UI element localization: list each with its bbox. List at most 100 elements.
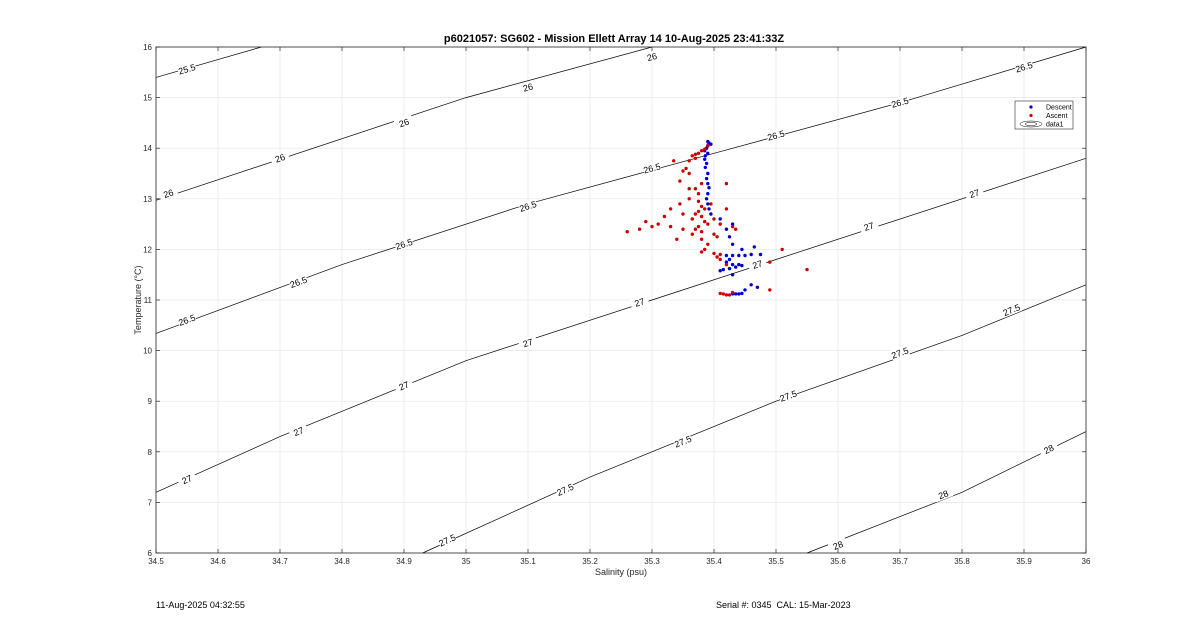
contour-label-group: 27 bbox=[393, 377, 415, 394]
contour-label: 28 bbox=[832, 539, 845, 552]
ascent-point bbox=[678, 179, 682, 183]
ascent-point bbox=[706, 242, 710, 246]
ascent-point bbox=[699, 181, 704, 186]
x-tick-label: 34.7 bbox=[272, 557, 288, 566]
descent-point bbox=[758, 252, 763, 257]
contour-label-group: 27 bbox=[629, 294, 650, 310]
descent-point bbox=[706, 181, 710, 186]
contour-label-group: 26.5 bbox=[641, 160, 662, 176]
contour-label-group: 27 bbox=[858, 218, 879, 234]
contour-label-bg bbox=[517, 198, 538, 214]
chart-title: p6021057: SG602 - Mission Ellett Array 1… bbox=[444, 33, 784, 45]
ascent-point bbox=[727, 293, 732, 297]
ascent-point bbox=[693, 152, 698, 156]
data-points bbox=[625, 139, 809, 297]
contour-label-group: 26.5 bbox=[889, 95, 910, 110]
ascent-point bbox=[693, 156, 698, 160]
contour-label-group: 26 bbox=[641, 49, 662, 64]
grid-lines bbox=[155, 46, 1087, 554]
descent-point bbox=[727, 266, 732, 271]
x-tick-label: 35.6 bbox=[830, 557, 846, 566]
contour-label-group: 27 bbox=[176, 470, 198, 488]
contour-label-bg bbox=[964, 185, 985, 201]
contour-label-group: 27 bbox=[288, 423, 309, 440]
x-tick-label: 34.5 bbox=[148, 557, 164, 566]
x-tick-label: 34.6 bbox=[210, 557, 226, 566]
ascent-point bbox=[690, 232, 694, 236]
descent-point bbox=[740, 291, 744, 296]
descent-point bbox=[706, 192, 710, 196]
descent-point bbox=[734, 265, 738, 269]
descent-point bbox=[740, 263, 744, 268]
contour-label-bg bbox=[889, 95, 910, 110]
contour-label-bg bbox=[641, 49, 662, 64]
contour-label-bg bbox=[747, 256, 768, 272]
contour-label: 27 bbox=[863, 220, 876, 233]
x-tick-label: 35 bbox=[462, 557, 471, 566]
ascent-point bbox=[724, 293, 729, 297]
ascent-point bbox=[699, 237, 704, 241]
y-tick-label: 12 bbox=[143, 245, 152, 254]
ascent-point bbox=[668, 207, 673, 211]
ascent-point bbox=[706, 222, 710, 226]
descent-point bbox=[730, 273, 735, 277]
contour-label-bg bbox=[176, 61, 197, 77]
contour-label-group: 26.5 bbox=[288, 274, 309, 290]
contour-label-group: 26 bbox=[393, 114, 414, 130]
ascent-point bbox=[718, 257, 722, 262]
y-axis-ticks: 6 7 8 9 10 11 12 13 14 15 16 bbox=[143, 43, 1086, 558]
descent-point bbox=[709, 212, 713, 216]
ascent-point bbox=[690, 154, 694, 158]
descent-point bbox=[724, 253, 729, 258]
legend-box bbox=[1014, 100, 1074, 130]
y-tick-label: 14 bbox=[143, 144, 152, 153]
descent-point bbox=[737, 253, 741, 258]
ascent-legend-marker bbox=[1029, 113, 1033, 118]
descent-point bbox=[718, 269, 722, 273]
ascent-point bbox=[687, 159, 691, 163]
footer-timestamp: 11-Aug-2025 04:32:55 bbox=[156, 600, 245, 610]
contour-label-bg bbox=[176, 470, 198, 488]
ascent-point bbox=[724, 181, 729, 186]
data1-legend-marker bbox=[1019, 120, 1043, 128]
descent-point bbox=[706, 171, 710, 176]
contour-label: 26.5 bbox=[1014, 60, 1034, 75]
ascent-point bbox=[699, 149, 704, 153]
descent-point bbox=[704, 176, 709, 181]
descent-legend-label: Descent bbox=[1046, 105, 1072, 112]
contour-label: 26.5 bbox=[766, 128, 786, 142]
y-tick-label: 10 bbox=[143, 347, 152, 356]
contour-label-bg bbox=[517, 334, 538, 351]
contour-label: 26 bbox=[274, 152, 287, 165]
x-tick-label: 35.4 bbox=[706, 557, 722, 566]
descent-point bbox=[704, 161, 709, 166]
ascent-point bbox=[724, 207, 729, 211]
ascent-point bbox=[678, 202, 682, 206]
contour-label: 26.5 bbox=[289, 275, 309, 290]
ascent-point bbox=[696, 209, 701, 214]
contour-label: 28 bbox=[937, 488, 950, 501]
descent-point bbox=[706, 151, 710, 155]
contour-label: 27 bbox=[292, 425, 305, 438]
descent-point bbox=[749, 283, 753, 287]
data1-legend-label: data1 bbox=[1046, 122, 1064, 129]
contour-label-bg bbox=[1001, 301, 1022, 318]
ascent-point bbox=[715, 235, 719, 239]
contour-label-group: 26 bbox=[158, 185, 179, 201]
descent-point bbox=[707, 207, 711, 211]
contour-label: 27 bbox=[180, 473, 193, 486]
ascent-point bbox=[696, 199, 701, 203]
contour-label-group: 27 bbox=[747, 256, 768, 272]
ascent-point bbox=[734, 227, 738, 231]
ascent-point bbox=[718, 291, 722, 296]
contour-label-group: 26.5 bbox=[765, 127, 786, 143]
descent-point bbox=[743, 253, 747, 258]
ascent-point bbox=[681, 212, 685, 216]
ascent-point bbox=[703, 147, 707, 151]
contour-label-group: 25.5 bbox=[176, 61, 197, 77]
contour-label-bg bbox=[288, 274, 309, 290]
ascent-point bbox=[703, 207, 707, 211]
ascent-point bbox=[721, 292, 725, 296]
